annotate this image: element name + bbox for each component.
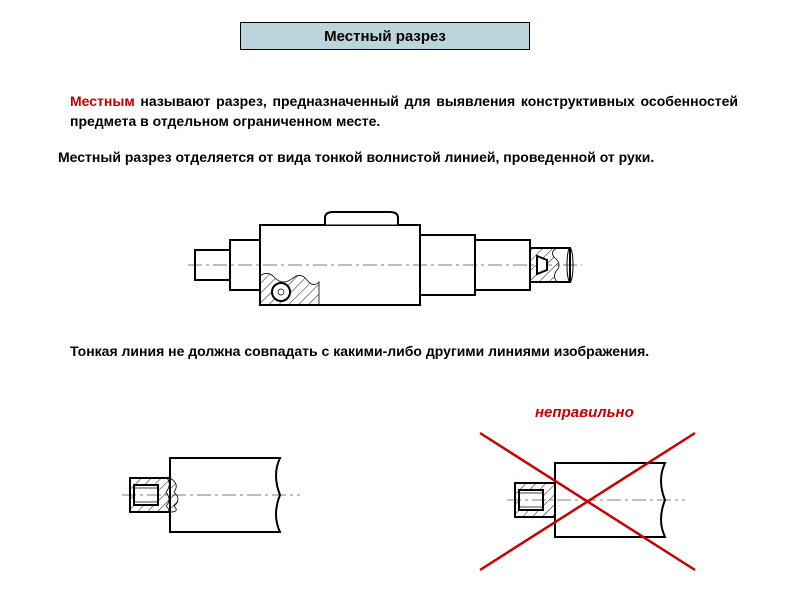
shaft-diagram: [185, 200, 585, 325]
wrong-label: неправильно: [535, 404, 634, 421]
correct-example-diagram: [100, 440, 310, 550]
title-text: Местный разрез: [324, 28, 446, 45]
definition-highlight: Местным: [70, 93, 135, 109]
title-box: Местный разрез: [240, 22, 530, 50]
rule-paragraph: Местный разрез отделяется от вида тонкой…: [58, 148, 746, 168]
definition-rest: называют разрез, предназначенный для выя…: [70, 93, 738, 129]
note-paragraph: Тонкая линия не должна совпадать с каким…: [70, 342, 738, 362]
incorrect-example-diagram: [470, 425, 710, 575]
definition-paragraph: Местным называют разрез, предназначенный…: [70, 92, 738, 131]
